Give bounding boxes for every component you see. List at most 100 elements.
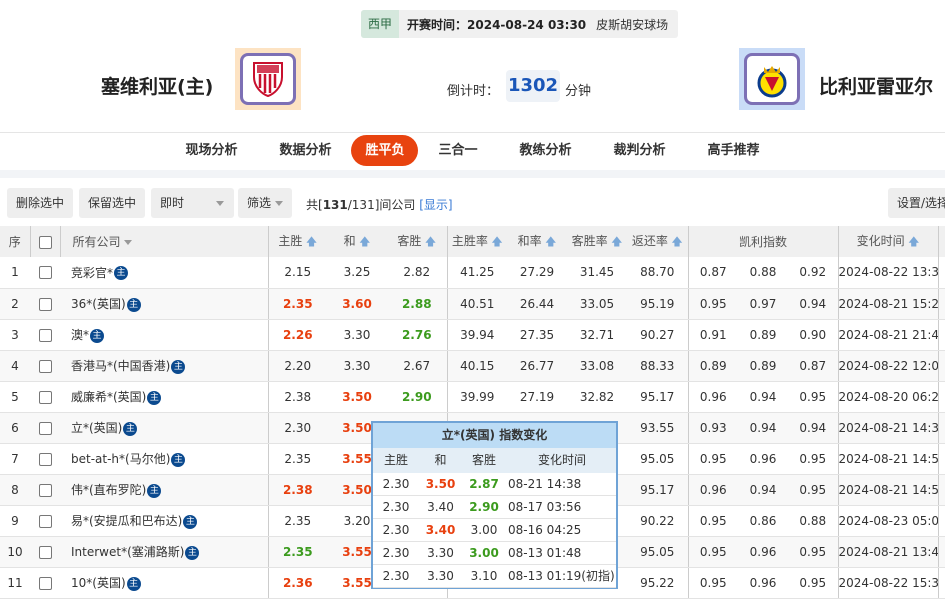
row-checkbox-cell[interactable] — [30, 567, 60, 599]
sort-arrow-icon[interactable]: 🡅 — [421, 234, 437, 248]
select-all-checkbox[interactable] — [38, 235, 52, 249]
mode-select[interactable]: 即时 — [151, 188, 234, 218]
company-cell[interactable]: 10*(英国) 主 — [60, 567, 269, 599]
league-badge[interactable]: 西甲 — [361, 10, 400, 38]
column-header-11[interactable]: 变化时间 🡅 — [838, 226, 939, 257]
change-time[interactable]: 2024-08-21 15:20 — [838, 288, 939, 320]
row-checkbox-cell[interactable] — [30, 381, 60, 413]
row-checkbox-cell[interactable] — [30, 443, 60, 475]
change-time[interactable]: 2024-08-22 13:31 — [838, 257, 939, 289]
sort-arrow-icon[interactable]: 🡅 — [355, 234, 371, 248]
change-time[interactable]: 2024-08-22 15:31 — [838, 567, 939, 599]
change-time[interactable]: 2024-08-21 21:48 — [838, 319, 939, 351]
row-checkbox-cell[interactable] — [30, 474, 60, 506]
keep-selected-button[interactable]: 保留选中 — [79, 188, 146, 218]
tab-2[interactable]: 胜平负 — [351, 135, 419, 166]
row-checkbox[interactable] — [38, 359, 52, 373]
change-time[interactable]: 2024-08-21 14:57 — [838, 443, 939, 475]
row-checkbox[interactable] — [38, 483, 52, 497]
change-time[interactable]: 2024-08-21 14:54 — [838, 474, 939, 506]
change-time[interactable]: 2024-08-23 05:08 — [838, 505, 939, 537]
row-checkbox[interactable] — [38, 328, 52, 342]
home-team-logo[interactable] — [235, 48, 301, 110]
tab-1[interactable]: 数据分析 — [279, 143, 332, 158]
row-checkbox[interactable] — [38, 390, 52, 404]
table-row[interactable]: 1 竞彩官* 主 2.15 3.25 2.82 41.25 27.29 31.45 88.70 0.… — [0, 257, 945, 289]
column-header-9[interactable]: 返还率 🡅 — [627, 226, 689, 257]
company-cell[interactable]: 伟*(直布罗陀) 主 — [60, 474, 269, 506]
row-checkbox[interactable] — [38, 421, 52, 435]
company-cell[interactable]: 36*(英国) 主 — [60, 288, 269, 320]
company-name[interactable]: 澳* — [71, 328, 90, 342]
row-checkbox[interactable] — [38, 266, 52, 280]
row-checkbox[interactable] — [38, 452, 52, 466]
company-name[interactable]: bet-at-h*(马尔他) — [71, 452, 171, 466]
row-checkbox[interactable] — [38, 297, 52, 311]
tab-6[interactable]: 高手推荐 — [707, 143, 760, 158]
company-cell[interactable]: Interwet*(塞浦路斯) 主 — [60, 536, 269, 568]
table-row[interactable]: 4 香港马*(中国香港) 主 2.20 3.30 2.67 40.15 26.77 33.08 8… — [0, 350, 945, 382]
company-name[interactable]: 易*(安提瓜和巴布达) — [71, 514, 183, 528]
company-name[interactable]: 伟*(直布罗陀) — [71, 483, 147, 497]
tab-0[interactable]: 现场分析 — [185, 143, 238, 158]
row-checkbox-cell[interactable] — [30, 257, 60, 289]
row-checkbox[interactable] — [38, 514, 52, 528]
column-header-3[interactable]: 主胜 🡅 — [268, 226, 327, 257]
column-header-6[interactable]: 主胜率 🡅 — [447, 226, 507, 257]
table-row[interactable]: 3 澳* 主 2.26 3.30 2.76 39.94 27.35 32.71 90.27 0.91… — [0, 319, 945, 351]
filter-button[interactable]: 筛选 — [238, 188, 292, 218]
company-name[interactable]: 香港马*(中国香港) — [71, 359, 171, 373]
sort-arrow-icon[interactable]: 🡅 — [487, 234, 503, 248]
column-header-1[interactable] — [30, 226, 61, 257]
change-time[interactable]: 2024-08-21 13:42 — [838, 536, 939, 568]
company-name[interactable]: Interwet*(塞浦路斯) — [71, 545, 185, 559]
sort-arrow-icon[interactable]: 🡅 — [607, 234, 623, 248]
settings-button[interactable]: 设置/选择 — [888, 188, 945, 218]
home-team-name[interactable]: 塞维利亚(主) — [101, 76, 214, 98]
table-row[interactable]: 11 10*(英国) 主 2.36 3.55 95.22 0.95 0.96 0.95 2024-… — [0, 567, 945, 599]
tab-3[interactable]: 三合一 — [438, 143, 478, 158]
change-time[interactable]: 2024-08-21 14:39 — [838, 412, 939, 444]
company-cell[interactable]: 立*(英国) 主 — [60, 412, 269, 444]
tab-4[interactable]: 教练分析 — [519, 143, 572, 158]
delete-selected-button[interactable]: 删除选中 — [7, 188, 74, 218]
tab-5[interactable]: 裁判分析 — [613, 143, 666, 158]
sort-arrow-icon[interactable]: 🡅 — [667, 234, 683, 248]
company-name[interactable]: 36*(英国) — [71, 297, 126, 311]
sort-arrow-icon[interactable]: 🡅 — [302, 234, 318, 248]
company-cell[interactable]: 易*(安提瓜和巴布达) 主 — [60, 505, 269, 537]
row-checkbox-cell[interactable] — [30, 350, 60, 382]
sort-arrow-icon[interactable]: 🡅 — [541, 234, 557, 248]
row-checkbox-cell[interactable] — [30, 412, 60, 444]
column-header-0[interactable]: 序 — [0, 226, 31, 257]
change-time[interactable]: 2024-08-20 06:21 — [838, 381, 939, 413]
column-header-5[interactable]: 客胜 🡅 — [387, 226, 448, 257]
company-cell[interactable]: 竞彩官* 主 — [60, 257, 269, 289]
change-time[interactable]: 2024-08-22 12:01 — [838, 350, 939, 382]
column-header-10[interactable]: 凯利指数 — [688, 226, 839, 257]
company-name[interactable]: 10*(英国) — [71, 576, 126, 590]
company-name[interactable]: 立*(英国) — [71, 421, 123, 435]
company-cell[interactable]: 澳* 主 — [60, 319, 269, 351]
column-header-4[interactable]: 和 🡅 — [327, 226, 387, 257]
row-checkbox[interactable] — [38, 545, 52, 559]
row-checkbox-cell[interactable] — [30, 319, 60, 351]
away-team-logo[interactable] — [739, 48, 805, 110]
column-header-8[interactable]: 客胜率 🡅 — [567, 226, 627, 257]
show-link[interactable]: [显示] — [419, 198, 453, 212]
company-cell[interactable]: 香港马*(中国香港) 主 — [60, 350, 269, 382]
company-cell[interactable]: bet-at-h*(马尔他) 主 — [60, 443, 269, 475]
company-cell[interactable]: 威廉希*(英国) 主 — [60, 381, 269, 413]
company-name[interactable]: 威廉希*(英国) — [71, 390, 147, 404]
sort-arrow-icon[interactable]: 🡅 — [904, 234, 920, 248]
table-row[interactable]: 5 威廉希*(英国) 主 2.38 3.50 2.90 39.99 27.19 32.82 95.… — [0, 381, 945, 413]
column-header-7[interactable]: 和率 🡅 — [507, 226, 567, 257]
row-checkbox-cell[interactable] — [30, 536, 60, 568]
row-checkbox-cell[interactable] — [30, 505, 60, 537]
row-checkbox[interactable] — [38, 576, 52, 590]
row-checkbox-cell[interactable] — [30, 288, 60, 320]
table-row[interactable]: 2 36*(英国) 主 2.35 3.60 2.88 40.51 26.44 33.05 95.1… — [0, 288, 945, 320]
away-team-name[interactable]: 比利亚雷亚尔 — [819, 76, 934, 98]
column-header-2[interactable]: 所有公司 — [60, 226, 269, 257]
company-name[interactable]: 竞彩官* — [71, 265, 114, 280]
